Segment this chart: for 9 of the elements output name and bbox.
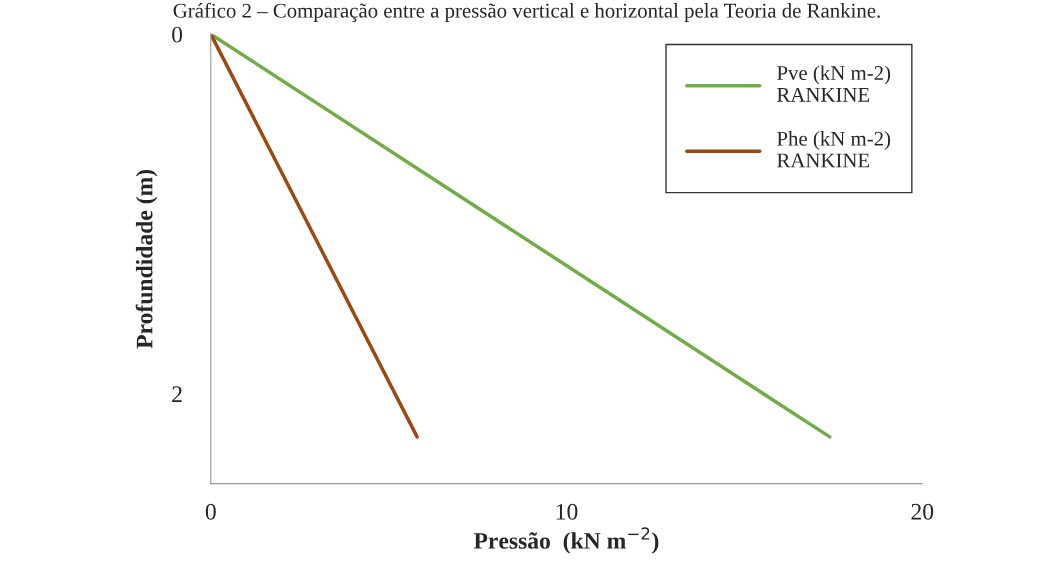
x-tick-label: 20	[911, 503, 934, 520]
x-tick-label: 0	[205, 503, 216, 520]
legend-label: Phe (kN m-2) RANKINE	[777, 131, 891, 168]
legend-label: Pve (kN m-2) RANKINE	[777, 65, 891, 102]
y-tick-label: 2	[172, 386, 182, 402]
x-axis-title: Pressão (kN m$^{−2}$)	[473, 527, 659, 554]
x-tick-label: 10	[556, 503, 578, 520]
y-axis-title: Profundidade (m)	[135, 169, 158, 349]
chart-title: Gráfico 2 – Comparação entre a pressão vertical e horizontal pela Teoria de Rankine.	[173, 2, 880, 22]
